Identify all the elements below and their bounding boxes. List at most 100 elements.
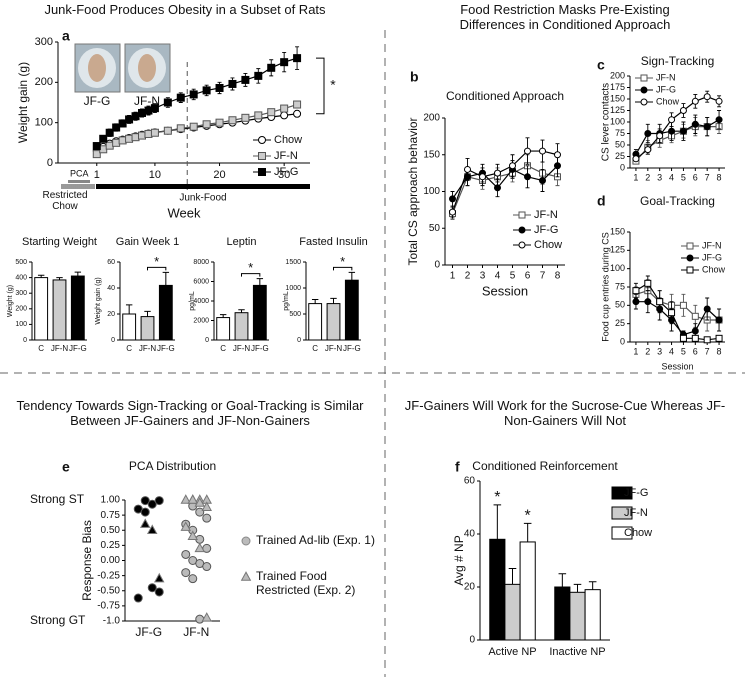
legend-swatch xyxy=(611,486,633,500)
x-tick-label: JF-N xyxy=(183,625,209,639)
marker xyxy=(133,593,143,603)
y-tick-label: 150 xyxy=(610,226,625,236)
chart-title: Fasted Insulin xyxy=(299,236,367,248)
marker xyxy=(99,134,108,143)
x-axis-label: Session xyxy=(661,361,693,371)
x-tick-label: 3 xyxy=(480,271,486,282)
y-tick-label: 0 xyxy=(620,336,625,346)
y-tick-label: 100 xyxy=(423,186,440,197)
x-tick-label: JF-G xyxy=(69,344,87,353)
y-tick-label: 1.00 xyxy=(101,495,121,506)
marker xyxy=(715,97,723,105)
marker xyxy=(280,111,289,120)
legend-marker xyxy=(640,74,648,82)
y-tick-label: 500 xyxy=(289,311,301,318)
marker xyxy=(144,106,153,115)
y-axis-label: CS lever contacts xyxy=(601,83,612,161)
marker xyxy=(194,497,205,507)
y-tick-label: 200 xyxy=(15,306,27,313)
chart-title: Gain Week 1 xyxy=(116,236,179,248)
y-tick-label: -0.75 xyxy=(97,601,120,612)
bar xyxy=(216,317,231,341)
marker xyxy=(140,507,150,517)
y-tick-label: 60 xyxy=(464,476,476,487)
x-tick-label: JF-G xyxy=(135,625,162,639)
marker xyxy=(118,136,127,145)
marker xyxy=(703,305,711,313)
x-tick-label: 30 xyxy=(278,169,290,181)
panel-letter: c xyxy=(597,57,605,73)
marker xyxy=(668,116,676,124)
marker xyxy=(293,54,302,63)
x-tick-label: 7 xyxy=(705,346,710,356)
legend-label: JF-G xyxy=(656,84,676,94)
chart-title: Conditioned Reinforcement xyxy=(472,459,618,473)
y-tick-label: 1000 xyxy=(285,285,301,292)
marker xyxy=(703,93,711,101)
marker xyxy=(703,336,711,344)
x-tick-label: C xyxy=(38,344,44,353)
x-tick-label: 6 xyxy=(693,172,698,182)
marker xyxy=(691,312,699,320)
y-tick-label: 300 xyxy=(15,290,27,297)
marker xyxy=(92,142,101,151)
legend-label: JF-N xyxy=(702,240,722,250)
marker xyxy=(188,574,198,584)
phase-label-box: Restricted Chow xyxy=(42,190,87,212)
marker xyxy=(202,120,211,129)
marker xyxy=(691,327,699,335)
legend-label-box: Trained Ad-lib (Exp. 1) xyxy=(256,533,375,547)
x-tick-label: 3 xyxy=(657,346,662,356)
marker xyxy=(215,83,224,92)
x-tick-label: 2 xyxy=(465,271,471,282)
marker xyxy=(144,129,153,138)
y-tick-label: 300 xyxy=(35,36,53,48)
chart-title: Leptin xyxy=(227,236,257,248)
legend-marker xyxy=(258,152,266,160)
x-axis-label: Session xyxy=(482,283,528,298)
y-tick-label: 50 xyxy=(615,300,625,310)
x-tick-label: 1 xyxy=(450,271,456,282)
y-axis-label: Food cup entries during CS xyxy=(600,232,610,342)
significance-label: * xyxy=(330,77,336,93)
y-tick-label: 0 xyxy=(47,157,53,169)
bar xyxy=(584,589,601,641)
x-tick-label: 5 xyxy=(681,346,686,356)
y-tick-label: 175 xyxy=(610,82,625,92)
y-tick-label: 40 xyxy=(107,285,115,292)
x-tick-label: JF-N xyxy=(233,344,251,353)
marker xyxy=(201,501,212,511)
marker xyxy=(479,173,486,181)
legend-label: Chow xyxy=(534,239,562,251)
significance-bracket xyxy=(147,266,167,271)
error-bar xyxy=(348,271,356,281)
x-tick-label: Active NP xyxy=(488,646,536,658)
marker xyxy=(131,133,140,142)
error-bar xyxy=(125,304,133,314)
marker xyxy=(509,162,516,170)
phase-label: Junk-Food xyxy=(179,193,226,204)
marker xyxy=(632,298,640,306)
legend-marker xyxy=(686,242,694,250)
marker xyxy=(112,123,121,132)
x-tick-label: JF-G xyxy=(251,344,269,353)
legend-marker xyxy=(518,211,526,219)
y-tick-label: 75 xyxy=(615,128,625,138)
error-bar xyxy=(311,298,319,304)
marker xyxy=(632,287,640,295)
marker xyxy=(691,120,699,128)
bar xyxy=(234,312,249,341)
axis-annotation: Strong GT xyxy=(30,613,86,627)
legend-marker xyxy=(258,136,266,144)
x-tick-label: JF-G xyxy=(343,344,361,353)
marker xyxy=(494,184,501,192)
marker xyxy=(180,494,191,504)
error-bar xyxy=(573,583,582,593)
marker xyxy=(150,128,159,137)
x-tick-label: JF-N xyxy=(325,344,343,353)
y-tick-label: -0.25 xyxy=(97,570,120,581)
x-tick-label: 8 xyxy=(717,346,722,356)
marker xyxy=(644,279,652,287)
x-tick-label: 7 xyxy=(705,172,710,182)
